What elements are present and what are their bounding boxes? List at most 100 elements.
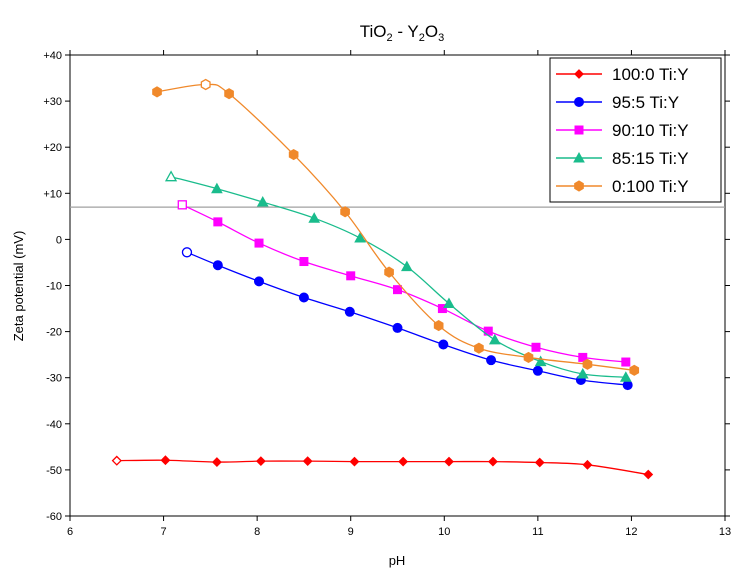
legend-entry: 95:5 Ti:Y bbox=[556, 93, 679, 112]
data-point bbox=[474, 342, 484, 354]
data-point bbox=[177, 200, 187, 210]
title-subscript: 2 bbox=[419, 32, 425, 44]
title-part: TiO bbox=[360, 22, 387, 41]
data-point bbox=[438, 339, 449, 350]
data-point bbox=[211, 182, 223, 194]
data-point bbox=[486, 355, 497, 366]
data-point bbox=[213, 217, 223, 227]
legend-entry: 0:100 Ti:Y bbox=[556, 177, 689, 196]
y-tick-label: 0 bbox=[56, 234, 62, 246]
legend-entry: 90:10 Ti:Y bbox=[556, 121, 689, 140]
data-point bbox=[576, 367, 589, 379]
legend-marker bbox=[574, 180, 584, 192]
data-point bbox=[302, 456, 313, 467]
data-point bbox=[621, 357, 631, 367]
legend-label: 0:100 Ti:Y bbox=[612, 177, 689, 196]
series-2 bbox=[177, 200, 631, 367]
x-tick-label: 8 bbox=[254, 526, 260, 538]
legend-marker bbox=[574, 97, 584, 107]
y-tick-label: -50 bbox=[46, 465, 62, 477]
y-tick-label: +10 bbox=[43, 188, 62, 200]
series-0 bbox=[111, 455, 654, 480]
data-point bbox=[308, 212, 321, 223]
title-part: - Y bbox=[393, 22, 419, 41]
data-point bbox=[298, 292, 309, 303]
data-point bbox=[629, 364, 640, 376]
x-tick-label: 12 bbox=[625, 526, 637, 538]
series-line bbox=[186, 251, 628, 386]
title-subscript: 3 bbox=[438, 32, 444, 44]
data-point bbox=[582, 459, 593, 470]
data-point bbox=[212, 260, 223, 271]
x-tick-label: 6 bbox=[67, 526, 73, 538]
y-tick-label: +40 bbox=[43, 50, 62, 62]
data-point bbox=[224, 88, 234, 100]
data-point bbox=[340, 206, 350, 218]
data-point bbox=[256, 196, 269, 207]
data-point bbox=[444, 456, 454, 467]
x-axis-label: pH bbox=[389, 553, 406, 568]
series-line bbox=[182, 204, 626, 363]
y-tick-label: -30 bbox=[46, 373, 62, 385]
legend-entry: 100:0 Ti:Y bbox=[556, 65, 689, 84]
legend-label: 90:10 Ti:Y bbox=[612, 121, 689, 140]
y-tick-label: +20 bbox=[43, 142, 62, 154]
series-line bbox=[116, 459, 649, 476]
legend-marker bbox=[574, 69, 584, 79]
data-point bbox=[393, 285, 402, 295]
y-tick-label: -40 bbox=[46, 419, 62, 431]
data-point bbox=[531, 342, 541, 352]
data-point bbox=[160, 455, 171, 466]
y-tick-label: +30 bbox=[43, 96, 62, 108]
data-point bbox=[111, 455, 122, 466]
legend-label: 100:0 Ti:Y bbox=[612, 65, 689, 84]
title-subscript: 2 bbox=[387, 32, 393, 44]
data-point bbox=[164, 170, 178, 182]
title-part: O bbox=[425, 22, 438, 41]
data-point bbox=[392, 322, 403, 333]
x-tick-label: 7 bbox=[161, 526, 167, 538]
data-point bbox=[488, 456, 498, 467]
data-point bbox=[152, 86, 162, 98]
legend-marker bbox=[573, 151, 585, 163]
y-tick-label: -60 bbox=[46, 511, 62, 523]
data-point bbox=[534, 355, 547, 367]
legend: 100:0 Ti:Y 95:5 Ti:Y 90:10 Ti:Y 85:15 Ti:Y 0… bbox=[549, 57, 722, 203]
data-point bbox=[255, 456, 266, 467]
series-4 bbox=[152, 78, 640, 376]
data-point bbox=[488, 333, 501, 345]
data-point bbox=[643, 469, 654, 480]
data-point bbox=[254, 238, 264, 248]
x-tick-label: 9 bbox=[348, 526, 354, 538]
y-axis-label: Zeta potential (mV) bbox=[11, 231, 26, 342]
legend-label: 95:5 Ti:Y bbox=[612, 93, 679, 112]
data-point bbox=[344, 306, 355, 317]
x-tick-label: 11 bbox=[532, 526, 543, 538]
data-point bbox=[401, 260, 413, 272]
data-point bbox=[254, 276, 265, 287]
data-point bbox=[398, 456, 409, 467]
data-point bbox=[384, 266, 394, 278]
data-point bbox=[578, 352, 588, 362]
data-point bbox=[349, 456, 360, 467]
data-point bbox=[532, 365, 543, 376]
y-tick-label: -10 bbox=[46, 281, 62, 293]
data-point bbox=[288, 149, 299, 161]
data-point bbox=[299, 257, 309, 267]
x-tick-label: 10 bbox=[438, 526, 450, 538]
legend-entry: 85:15 Ti:Y bbox=[556, 149, 689, 168]
data-point bbox=[534, 457, 545, 468]
series-3 bbox=[164, 170, 632, 382]
legend-marker bbox=[574, 125, 584, 135]
y-tick-label: -20 bbox=[46, 327, 62, 339]
data-point bbox=[212, 457, 222, 467]
data-point bbox=[443, 297, 455, 308]
data-point bbox=[346, 271, 356, 281]
data-point bbox=[433, 320, 444, 332]
data-point bbox=[582, 358, 593, 370]
data-point bbox=[437, 304, 447, 314]
chart-title: TiO2 - Y2O3 bbox=[360, 22, 445, 44]
data-point bbox=[181, 247, 193, 258]
data-point bbox=[619, 371, 632, 382]
